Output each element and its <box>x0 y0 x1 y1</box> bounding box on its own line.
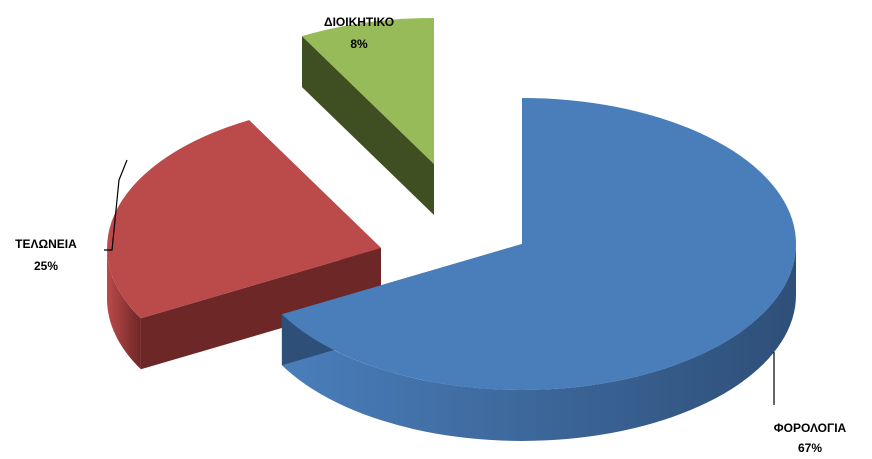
slice-top-1 <box>107 120 381 319</box>
slice-label-1: ΤΕΛΩΝΕΙΑ <box>15 237 77 251</box>
slice-wall-1-0 <box>140 248 381 370</box>
slice-top-2 <box>302 18 434 164</box>
leader-line-1 <box>104 159 128 251</box>
slice-label-0: ΦΟΡΟΛΟΓΙΑ <box>774 421 847 435</box>
slice-2 <box>302 18 434 215</box>
slice-label-2: ΔΙΟΙΚΗΤΙΚΟ <box>324 15 394 29</box>
pie-slices <box>107 18 797 441</box>
slice-1 <box>107 120 381 370</box>
slice-value-1: 25% <box>34 259 58 273</box>
slice-wall-2-0 <box>302 36 434 215</box>
slice-rim-0 <box>281 244 796 441</box>
slice-0 <box>281 98 797 441</box>
slice-value-0: 67% <box>798 441 822 455</box>
slice-rim-1 <box>107 248 141 370</box>
slice-top-0 <box>281 98 797 390</box>
pie-labels: ΦΟΡΟΛΟΓΙΑ 67% ΤΕΛΩΝΕΙΑ 25% ΔΙΟΙΚΗΤΙΚΟ 8% <box>15 15 846 455</box>
slice-value-2: 8% <box>350 37 368 51</box>
